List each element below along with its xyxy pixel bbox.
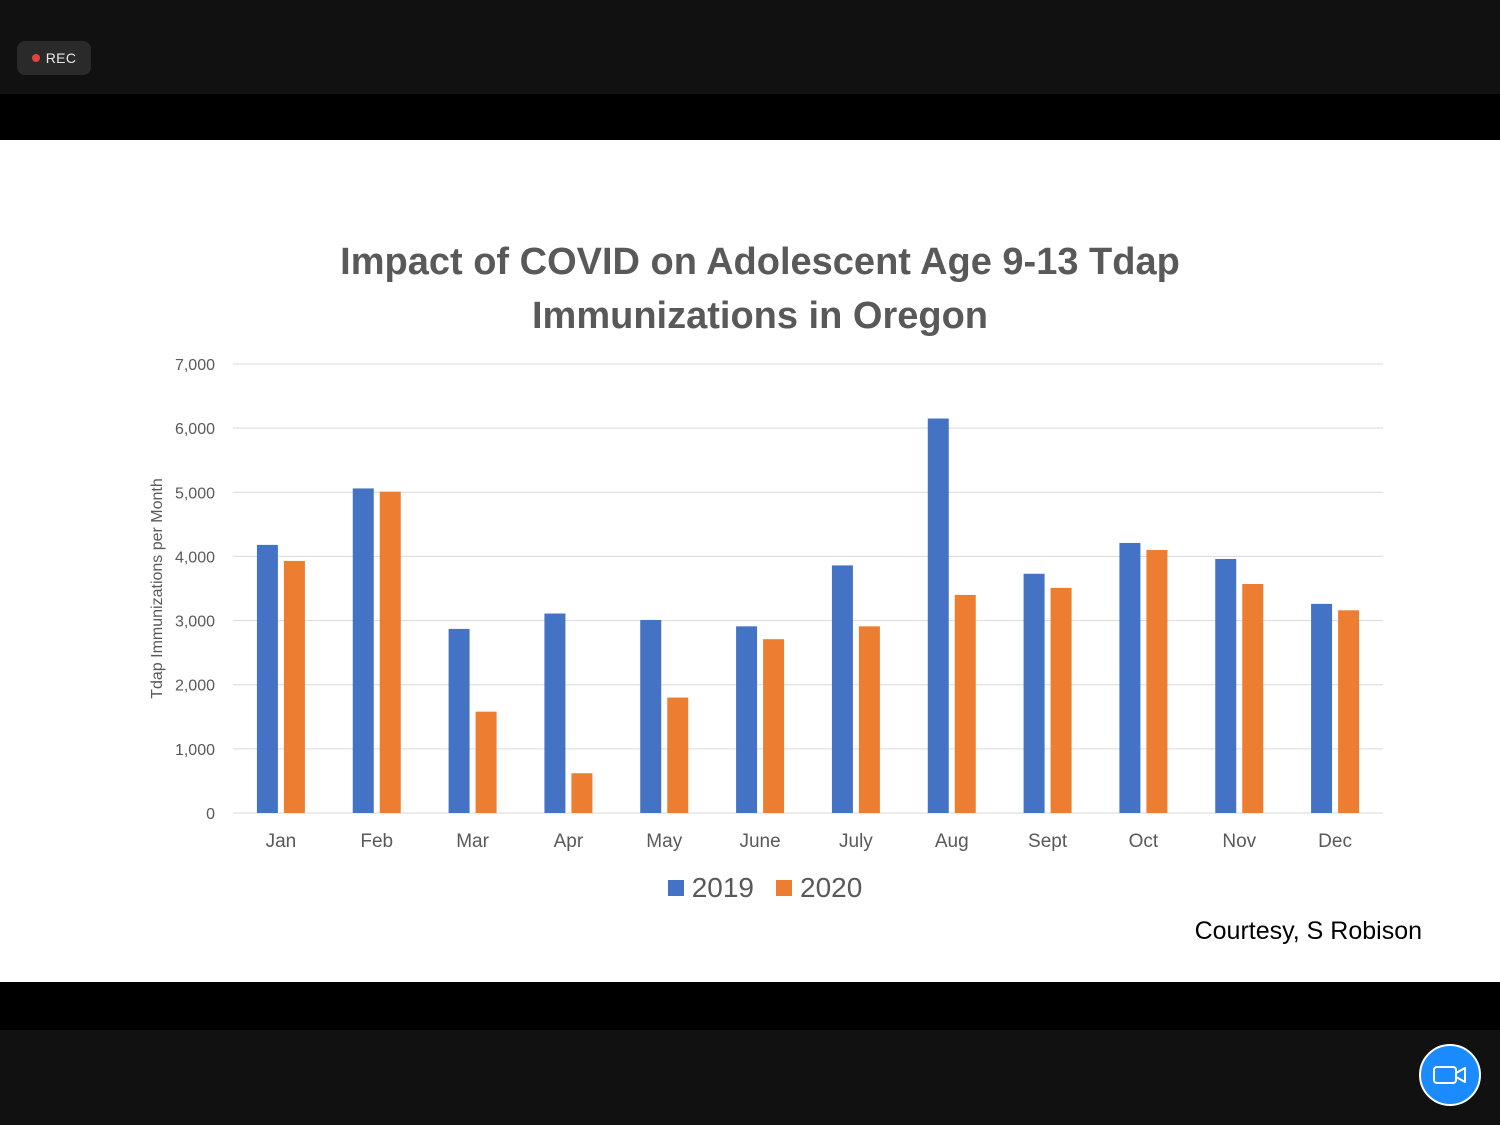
bar-2020-june [763,639,785,813]
shared-slide: Impact of COVID on Adolescent Age 9-13 T… [0,140,1500,982]
bar-2019-june [736,626,758,813]
recording-dot-icon [31,54,40,62]
bar-2020-jan [283,560,305,813]
x-tick-label: Feb [360,831,393,852]
x-tick-label: Jan [266,831,297,852]
chart-legend: 2019 2020 [600,868,930,908]
x-tick-label: June [739,831,780,852]
bar-2020-apr [571,773,593,813]
x-tick-label: Aug [935,831,969,852]
bar-2020-nov [1242,584,1264,813]
bar-2020-sept [1050,587,1072,813]
x-tick-label: Nov [1222,831,1256,852]
y-axis-label: Tdap Immunizations per Month [149,478,166,699]
x-tick-label: Apr [554,831,584,852]
bar-2019-apr [544,613,566,813]
bar-2019-mar [448,628,470,813]
video-camera-icon [1433,1066,1466,1084]
x-tick-label: Mar [456,831,489,852]
legend-label: 2019 [691,872,754,903]
legend-swatch [776,880,792,896]
bar-2020-mar [475,711,497,813]
bar-chart: 0 1,000 2,000 3,000 4,000 5,000 6,000 7,000 Tdap… [149,357,1383,852]
x-tick-label: Dec [1318,831,1352,852]
legend-label: 2020 [800,872,863,903]
chart-title-line-2: Immunizations in Oregon [531,295,989,337]
bar-2020-may [667,697,689,813]
bar-2019-july [831,565,853,813]
bar-2019-oct [1119,542,1141,813]
y-tick-label: 3,000 [175,614,215,631]
recording-label: REC [45,50,77,66]
meeting-bottom-bar [0,1030,1500,1125]
letterbox-bottom [0,982,1500,1030]
bar-2019-dec [1311,603,1333,813]
bar-2019-nov [1215,558,1237,813]
bar-2020-july [858,626,880,813]
chart-title: Impact of COVID on Adolescent Age 9-13 T… [260,235,1260,343]
y-tick-label: 0 [206,806,215,823]
x-tick-label: July [839,831,873,852]
x-tick-label: May [646,831,682,852]
bar-2019-jan [256,544,278,813]
x-tick-label: Oct [1129,831,1159,852]
y-tick-label: 2,000 [175,678,215,695]
y-tick-label: 6,000 [175,421,215,438]
bar-2020-feb [379,491,401,813]
letterbox-top [0,94,1500,140]
x-tick-label: Sept [1028,831,1068,852]
bar-2020-oct [1146,550,1168,813]
chart-title-line-1: Impact of COVID on Adolescent Age 9-13 T… [340,241,1180,283]
bar-2019-feb [352,488,374,813]
bar-2020-aug [954,594,976,813]
y-tick-label: 5,000 [175,485,215,502]
y-tick-label: 7,000 [175,357,215,374]
bar-2019-may [640,619,662,813]
y-tick-label: 1,000 [175,742,215,759]
bar-2020-dec [1338,610,1360,813]
legend-item-2019: 2019 [667,872,754,904]
legend-item-2020: 2020 [776,872,862,904]
video-camera-button[interactable] [1419,1044,1481,1106]
recording-indicator: REC [17,41,91,75]
meeting-top-bar: REC [0,0,1500,94]
courtesy-credit: Courtesy, S Robison [1194,917,1422,945]
y-tick-label: 4,000 [175,549,215,566]
bar-2019-sept [1023,573,1045,813]
bar-2019-aug [927,418,949,813]
legend-swatch [667,880,684,896]
